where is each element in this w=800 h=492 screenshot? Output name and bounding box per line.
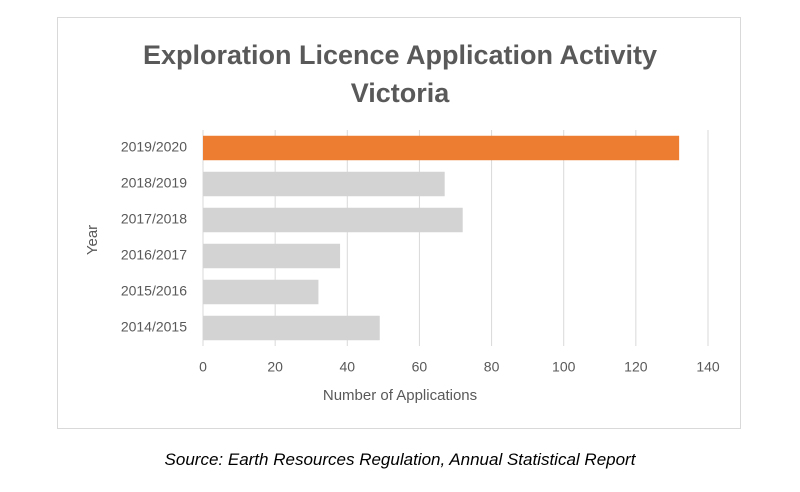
bar [203, 207, 463, 233]
x-tick-label: 140 [696, 359, 720, 375]
x-tick-label: 40 [339, 359, 355, 375]
y-axis-label: Year [84, 225, 101, 255]
bar [203, 243, 341, 269]
y-tick-label: 2019/2020 [121, 139, 187, 155]
y-tick-label: 2018/2019 [121, 175, 187, 191]
y-tick-label: 2016/2017 [121, 247, 187, 263]
source-note: Source: Earth Resources Regulation, Annu… [164, 450, 636, 469]
x-tick-label: 120 [624, 359, 648, 375]
bar [203, 135, 680, 161]
x-tick-label: 20 [267, 359, 283, 375]
x-tick-label: 0 [199, 359, 207, 375]
y-tick-label: 2015/2016 [121, 283, 187, 299]
x-axis-label: Number of Applications [323, 387, 477, 404]
chart-title: Exploration Licence Application Activity… [142, 40, 658, 108]
x-tick-label: 100 [552, 359, 576, 375]
bar [203, 171, 445, 197]
y-tick-label: 2014/2015 [121, 319, 187, 335]
chart-frame [57, 17, 741, 429]
bar [203, 279, 319, 305]
x-tick-label: 60 [412, 359, 428, 375]
x-tick-label: 80 [484, 359, 500, 375]
bar [203, 315, 380, 341]
y-tick-label: 2017/2018 [121, 211, 187, 227]
